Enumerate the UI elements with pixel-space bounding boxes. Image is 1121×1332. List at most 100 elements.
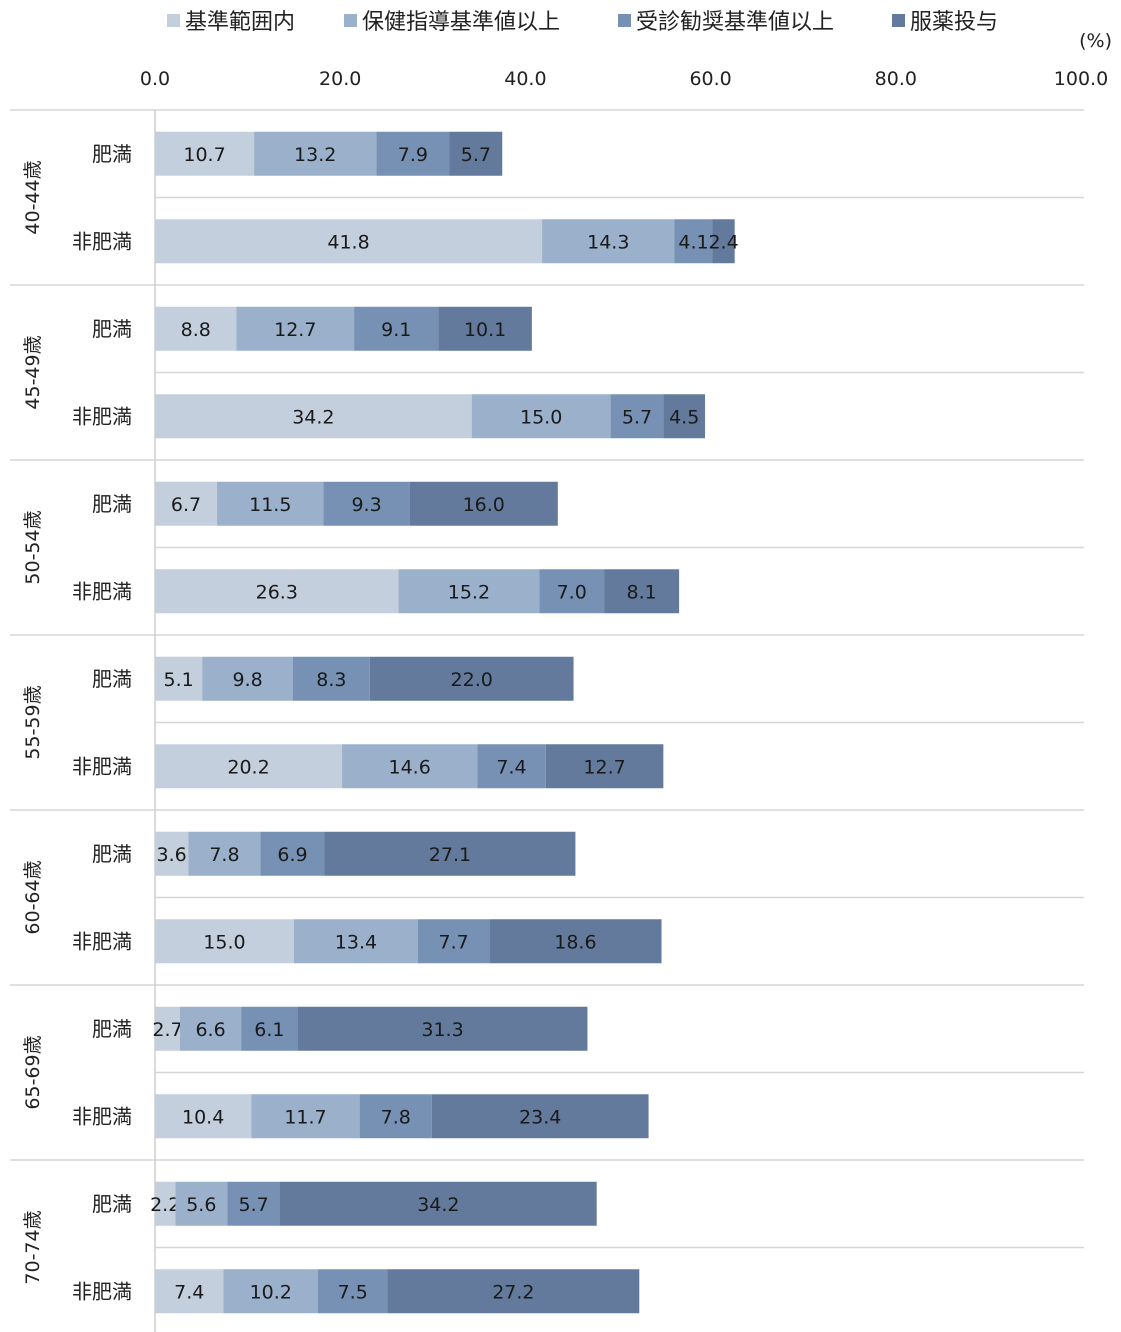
category-label: 肥満: [92, 317, 132, 341]
bar-segment: [251, 1094, 360, 1139]
data-label: 7.9: [398, 144, 428, 166]
data-label: 26.3: [256, 581, 298, 603]
data-label: 4.1: [678, 231, 708, 253]
data-label: 22.0: [451, 669, 493, 691]
data-label: 10.2: [250, 1281, 292, 1303]
data-label: 6.9: [277, 844, 307, 866]
bar-segment: [155, 1006, 181, 1051]
bar-segment: [236, 306, 355, 351]
data-label: 31.3: [421, 1019, 463, 1041]
bar-segment: [387, 1269, 640, 1314]
bar-segment: [155, 1269, 224, 1314]
data-label: 23.4: [519, 1106, 561, 1128]
bar-segment: [438, 306, 532, 351]
category-label: 非肥満: [72, 1104, 132, 1128]
bar-segment: [155, 919, 294, 964]
bar-segment: [155, 1094, 252, 1139]
bar-segment: [155, 744, 343, 789]
data-label: 4.5: [669, 406, 699, 428]
bar-segment: [217, 481, 324, 526]
bar-segment: [545, 744, 664, 789]
data-label: 7.4: [496, 756, 526, 778]
category-label: 肥満: [92, 1017, 132, 1041]
data-label: 7.8: [209, 844, 239, 866]
legend-label-3: 受診勧奨基準値以上: [636, 10, 834, 35]
legend-swatch-2: [344, 14, 357, 27]
bar-segment: [542, 219, 675, 264]
data-label: 8.3: [316, 669, 346, 691]
data-label: 27.1: [429, 844, 471, 866]
x-tick-label: 40.0: [504, 68, 546, 90]
data-label: 7.4: [174, 1281, 204, 1303]
x-tick-label: 80.0: [875, 68, 917, 90]
legend-swatch-1: [167, 14, 180, 27]
row-separators: [10, 109, 1084, 1332]
bar-segment: [398, 569, 540, 614]
bar-segment: [280, 1181, 597, 1226]
bar-segment: [324, 831, 576, 876]
x-tick-label: 60.0: [689, 68, 731, 90]
data-label: 10.1: [464, 319, 506, 341]
data-label: 8.1: [627, 581, 657, 603]
bar-segment: [260, 831, 325, 876]
data-label: 7.0: [557, 581, 587, 603]
category-label: 非肥満: [72, 229, 132, 253]
data-label: 6.7: [171, 494, 201, 516]
bar-segment: [354, 306, 439, 351]
category-label: 非肥満: [72, 579, 132, 603]
bar-segment: [155, 131, 255, 176]
bar-segment: [489, 919, 662, 964]
bar-segment: [155, 656, 203, 701]
data-label: 5.7: [239, 1194, 269, 1216]
bar-segment: [254, 131, 377, 176]
data-label: 7.8: [381, 1106, 411, 1128]
legend-label-2: 保健指導基準値以上: [362, 10, 560, 35]
bar-segment: [317, 1269, 388, 1314]
bar-segment: [417, 919, 490, 964]
data-label: 10.7: [183, 144, 225, 166]
data-label: 20.2: [227, 756, 269, 778]
bar-segment: [342, 744, 478, 789]
data-label: 18.6: [554, 931, 596, 953]
data-label: 15.0: [203, 931, 245, 953]
data-label: 14.3: [587, 231, 629, 253]
data-label: 12.7: [274, 319, 316, 341]
data-label: 5.7: [622, 406, 652, 428]
bar-segment: [712, 219, 735, 264]
data-label: 2.4: [708, 231, 738, 253]
bar-segment: [477, 744, 546, 789]
data-label: 11.7: [284, 1106, 326, 1128]
bar-segment: [369, 656, 574, 701]
bar-segment: [376, 131, 450, 176]
bar-segment: [449, 131, 503, 176]
category-label: 肥満: [92, 667, 132, 691]
data-label: 13.2: [294, 144, 336, 166]
bar-segment: [180, 1006, 242, 1051]
category-label: 非肥満: [72, 929, 132, 953]
data-label: 34.2: [292, 406, 334, 428]
data-label: 41.8: [327, 231, 369, 253]
category-label: 非肥満: [72, 404, 132, 428]
data-label: 12.7: [583, 756, 625, 778]
data-label: 15.0: [520, 406, 562, 428]
data-label: 5.6: [186, 1194, 216, 1216]
bar-segment: [155, 394, 472, 439]
bar-segment: [297, 1006, 588, 1051]
data-label: 34.2: [417, 1194, 459, 1216]
age-group-label: 45-49歳: [22, 335, 44, 409]
data-label: 9.8: [232, 669, 262, 691]
bar-segment: [175, 1181, 228, 1226]
x-tick-label: 100.0: [1054, 68, 1108, 90]
category-label: 非肥満: [72, 754, 132, 778]
data-label: 11.5: [249, 494, 291, 516]
data-label: 9.1: [381, 319, 411, 341]
data-label: 14.6: [388, 756, 430, 778]
data-label: 3.6: [157, 844, 187, 866]
data-label: 7.7: [439, 931, 469, 953]
bar-segment: [155, 219, 543, 264]
category-label: 肥満: [92, 492, 132, 516]
data-label: 7.5: [338, 1281, 368, 1303]
x-tick-label: 0.0: [140, 68, 170, 90]
data-label: 27.2: [492, 1281, 534, 1303]
bar-segment: [155, 831, 189, 876]
